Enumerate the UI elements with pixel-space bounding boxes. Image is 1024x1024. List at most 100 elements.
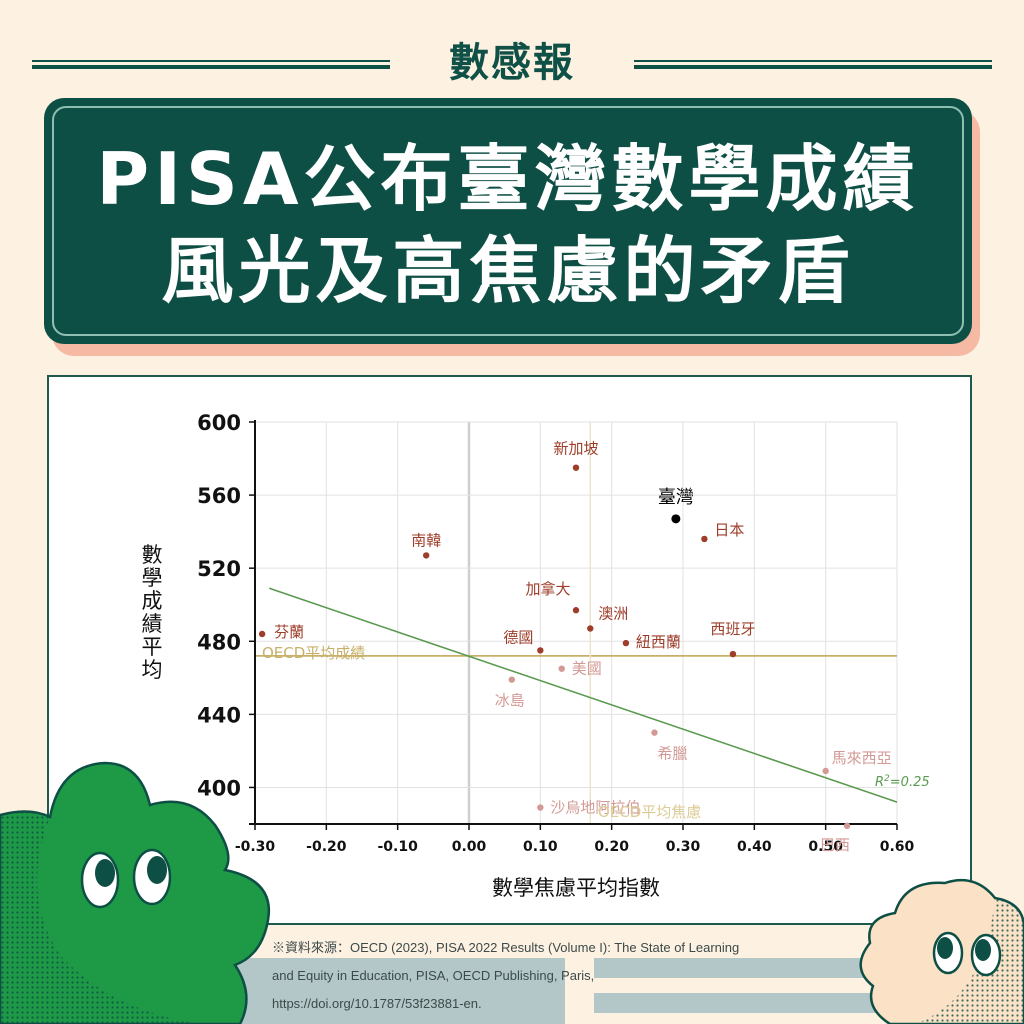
green-cloud-mascot (0, 761, 271, 1024)
data-point: 日本 (701, 521, 744, 543)
data-point-marker (537, 647, 544, 654)
regression-trendline (269, 587, 898, 803)
y-tick-label: 480 (197, 630, 241, 654)
y-tick-label: 560 (197, 484, 241, 508)
oecd-average-score-label: OECD平均成績 (262, 644, 365, 662)
data-point-label: 新加坡 (553, 440, 598, 458)
data-point-label: 澳洲 (598, 604, 628, 622)
data-point-label: 冰島 (495, 692, 525, 710)
data-point-label: 美國 (572, 660, 602, 678)
x-tick-label: -0.20 (306, 839, 347, 855)
page-title-line-1: PISA公布臺灣數學成績 (96, 137, 920, 221)
x-tick-label: 0.40 (737, 839, 772, 855)
x-tick-label: -0.30 (235, 839, 276, 855)
decor-stripe (594, 993, 894, 1013)
data-point-label: 加拿大 (525, 580, 570, 598)
data-point-label: 臺灣 (658, 487, 694, 508)
data-point-marker (622, 639, 630, 647)
y-axis-title-char: 成 (142, 589, 163, 613)
data-point-marker (423, 552, 430, 559)
x-tick-label: 0.50 (808, 839, 843, 855)
oecd-average-anxiety-label: OECD平均焦慮 (598, 803, 701, 821)
data-point-label: 西班牙 (710, 620, 755, 638)
data-point-marker (572, 607, 580, 614)
y-axis-title-char: 數 (142, 543, 163, 567)
source-line-1: ※資料來源：OECD (2023), PISA 2022 Results (Vo… (272, 940, 740, 955)
data-point-marker (537, 804, 544, 811)
source-line-3: https://doi.org/10.1787/53f23881-en. (272, 996, 482, 1011)
y-tick-label: 600 (197, 411, 241, 435)
data-point-label: 巴西 (820, 836, 850, 854)
brand-rule-left (32, 60, 390, 70)
data-point: 德國 (503, 628, 544, 654)
y-axis-title-char: 平 (142, 635, 163, 659)
data-point-marker (508, 676, 515, 683)
data-point: 紐西蘭 (622, 633, 681, 651)
y-tick-label: 520 (197, 557, 241, 581)
chart-grid (254, 421, 898, 824)
data-point-marker (729, 650, 737, 658)
data-point-marker (822, 767, 829, 775)
brand-rule-right (634, 60, 992, 70)
data-point-marker (572, 464, 580, 471)
data-point-marker (671, 514, 681, 524)
y-tick-label: 400 (197, 776, 241, 800)
data-point-label: 紐西蘭 (636, 633, 681, 651)
brand-header: 數感報 (0, 38, 1024, 88)
reference-lines (255, 422, 898, 824)
data-point-marker (558, 665, 565, 672)
data-point-marker (258, 630, 266, 638)
source-line-2: and Equity in Education, PISA, OECD Publ… (272, 968, 595, 983)
data-point-marker (587, 625, 594, 632)
data-point: 西班牙 (710, 620, 755, 658)
data-point-label: 芬蘭 (274, 623, 304, 641)
y-tick-label: 440 (197, 703, 241, 727)
x-tick-label: 0.60 (880, 839, 915, 855)
r-squared-label: R2=0.25 (875, 774, 930, 790)
x-tick-label: 0.10 (523, 839, 558, 855)
x-tick-label: 0.00 (452, 839, 487, 855)
data-point: 沙烏地阿拉伯 (537, 799, 640, 817)
y-axis-title-char: 績 (142, 612, 163, 636)
data-point-label: 南韓 (411, 531, 441, 549)
data-point-label: 日本 (714, 521, 744, 539)
data-point: 南韓 (411, 531, 441, 559)
data-point: 美國 (558, 660, 602, 678)
x-tick-label: 0.30 (666, 839, 701, 855)
scatter-chart: -0.30 -0.20 -0.10 0.00 0.10 0.20 0.30 0.40 0.50 0… (142, 411, 930, 900)
mascot-eyes (80, 848, 172, 909)
title-banner-border (52, 106, 964, 336)
y-axis-title-char: 學 (142, 566, 163, 590)
y-axis-title-char: 均 (142, 658, 163, 682)
source-citation: ※資料來源：OECD (2023), PISA 2022 Results (Vo… (272, 934, 832, 1018)
data-point-marker (701, 535, 708, 543)
x-tick-label: 0.20 (594, 839, 629, 855)
chart-axes: -0.30 -0.20 -0.10 0.00 0.10 0.20 0.30 0.40 0.50 0… (197, 411, 914, 855)
data-point: 新加坡 (553, 440, 599, 471)
data-point-marker (843, 822, 851, 830)
data-point: 希臘 (651, 729, 687, 763)
data-point-marker (651, 729, 658, 736)
x-tick-label: -0.10 (377, 839, 418, 855)
x-axis-title: 數學焦慮平均指數 (492, 876, 660, 900)
data-point: 馬來西亞 (822, 749, 892, 775)
data-point: 冰島 (495, 676, 525, 710)
data-point: 臺灣 (658, 487, 694, 524)
brand-title: 數感報 (449, 40, 575, 86)
data-point-label: 德國 (503, 628, 533, 646)
peach-cloud-mascot (859, 878, 1024, 1024)
chart-panel: -0.30 -0.20 -0.10 0.00 0.10 0.20 0.30 0.40 0.50 0… (47, 375, 972, 925)
data-point: 加拿大 (525, 580, 580, 614)
data-point-label: 希臘 (657, 745, 687, 763)
data-point: 澳洲 (587, 604, 628, 632)
mascot-eyes (932, 931, 1002, 977)
page-title-line-2: 風光及高焦慮的矛盾 (161, 229, 855, 313)
decor-stripe (594, 958, 894, 978)
data-point: 芬蘭 (258, 623, 304, 641)
title-banner: PISA公布臺灣數學成績 風光及高焦慮的矛盾 (44, 98, 972, 344)
decor-stripe (190, 958, 565, 1024)
data-point-label: 馬來西亞 (832, 749, 892, 767)
data-point: 巴西 (820, 822, 851, 854)
